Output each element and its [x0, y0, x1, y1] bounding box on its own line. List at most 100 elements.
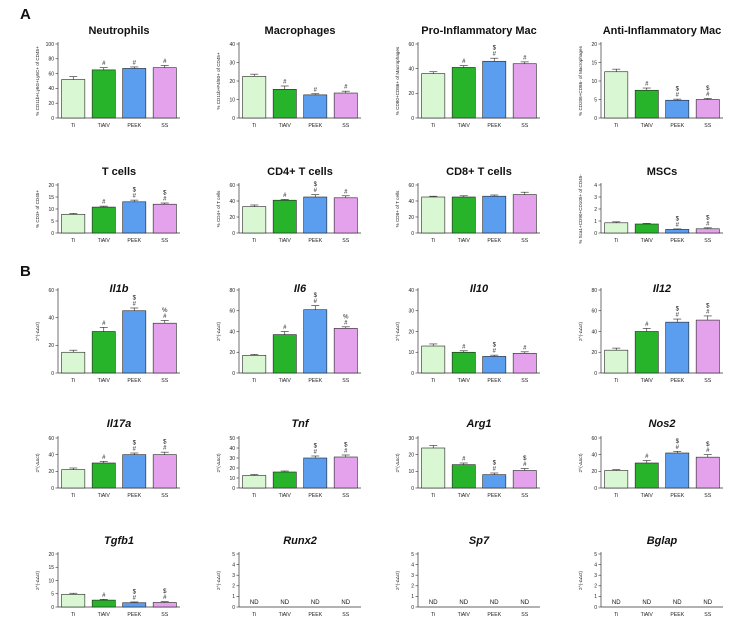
- chart-title: Il6: [294, 283, 307, 295]
- y-tick-label: 1: [594, 219, 597, 225]
- bar-ss: [695, 456, 720, 489]
- y-axis-label: 2^(-ΔΔct): [578, 571, 583, 590]
- significance-mark: $: [314, 293, 318, 299]
- y-tick-label: 20: [48, 469, 54, 475]
- y-tick-label: 20: [48, 343, 54, 349]
- significance-mark: #: [344, 189, 348, 195]
- significance-mark: $: [163, 440, 167, 446]
- x-tick-label: Ti: [614, 238, 618, 244]
- y-tick-label: 5: [594, 552, 597, 558]
- bar-tialv: [91, 206, 116, 234]
- y-tick-label: 15: [48, 195, 54, 201]
- x-tick-label: Ti: [431, 123, 435, 129]
- x-tick-label: SS: [521, 493, 528, 499]
- chart-title: Neutrophils: [88, 25, 149, 37]
- chart-title: Bglap: [647, 535, 678, 547]
- significance-mark: $: [314, 444, 318, 450]
- bar-tialv: [91, 462, 116, 489]
- significance-mark: #: [645, 322, 649, 328]
- x-tick-label: TiAlV: [98, 612, 111, 618]
- x-tick-label: SS: [161, 238, 168, 244]
- x-tick-label: SS: [342, 612, 349, 618]
- significance-mark: $: [676, 439, 680, 445]
- y-tick-label: 0: [594, 605, 597, 611]
- x-tick-label: SS: [342, 123, 349, 129]
- bar-ss: [152, 454, 177, 489]
- y-tick-label: 60: [408, 183, 414, 189]
- bar-peek: [482, 474, 507, 489]
- y-axis-label: 2^(-ΔΔct): [395, 453, 400, 472]
- significance-mark: #: [163, 197, 167, 203]
- y-tick-label: 20: [591, 42, 597, 48]
- y-tick-label: 0: [232, 116, 235, 122]
- chart-title: Tnf: [291, 418, 309, 430]
- significance-mark: $: [163, 589, 167, 595]
- bar-ti: [61, 593, 86, 608]
- x-tick-label: PEEK: [308, 378, 322, 384]
- bar-ss: [512, 352, 537, 374]
- x-tick-label: SS: [521, 612, 528, 618]
- not-detected-label: ND: [703, 600, 712, 606]
- chart-cd8-t-cells: CD8+ T cells 0 20 40 60 % CD8+ of T cells Ti Ti…: [395, 166, 540, 244]
- bar-ss: [333, 328, 358, 374]
- bar-ss: [152, 67, 177, 119]
- bar-peek: [665, 229, 690, 234]
- not-detected-label: ND: [280, 600, 289, 606]
- bar-ti: [61, 469, 86, 489]
- y-tick-label: 20: [591, 350, 597, 356]
- chart-anti-inflammatory-mac: Anti-Inflammatory Mac 0 5 10 15 20 % CD206+CD8…: [578, 25, 723, 129]
- y-tick-label: 3: [232, 573, 235, 579]
- y-tick-label: 1: [594, 594, 597, 600]
- x-tick-label: TiAlV: [279, 123, 292, 129]
- significance-mark: #: [493, 467, 497, 473]
- significance-mark: $: [344, 443, 348, 449]
- x-tick-label: Ti: [431, 378, 435, 384]
- y-axis-label: % CD11b+Ly6G+Ly6C+ of CD45+: [35, 46, 40, 116]
- y-axis-label: 2^(-ΔΔct): [35, 322, 40, 341]
- significance-mark: #: [462, 59, 466, 65]
- chart-macrophages: Macrophages 0 10 20 30 40 % CD11b+F4/80+ of CD…: [216, 25, 361, 129]
- bar-tialv: [634, 223, 659, 234]
- x-tick-label: SS: [342, 378, 349, 384]
- not-detected-label: ND: [612, 600, 621, 606]
- x-tick-label: SS: [704, 123, 711, 129]
- significance-mark: #: [462, 457, 466, 463]
- bar-peek: [665, 321, 690, 374]
- x-tick-label: TiAlV: [279, 612, 292, 618]
- significance-mark: $: [314, 182, 318, 188]
- y-tick-label: 10: [48, 207, 54, 213]
- significance-mark: #: [706, 221, 710, 227]
- y-tick-label: 0: [594, 371, 597, 377]
- x-tick-label: Ti: [431, 493, 435, 499]
- y-tick-label: 1: [411, 594, 414, 600]
- y-tick-label: 60: [48, 436, 54, 442]
- bar-peek: [482, 356, 507, 374]
- x-tick-label: PEEK: [308, 612, 322, 618]
- y-axis-label: 2^(-ΔΔct): [35, 453, 40, 472]
- x-tick-label: SS: [704, 612, 711, 618]
- y-tick-label: 0: [51, 231, 54, 237]
- x-tick-label: Ti: [431, 612, 435, 618]
- y-tick-label: 3: [411, 573, 414, 579]
- significance-mark: #: [344, 85, 348, 91]
- y-tick-label: 20: [408, 91, 414, 97]
- bar-peek: [665, 99, 690, 119]
- not-detected-label: ND: [250, 600, 259, 606]
- significance-mark: $: [523, 456, 527, 462]
- y-axis-label: % CD3+ of CD45+: [35, 190, 40, 228]
- chart-title: Tgfb1: [104, 535, 134, 547]
- x-tick-label: PEEK: [670, 378, 684, 384]
- bar-tialv: [451, 67, 476, 119]
- chart-mscs: MSCs 0 1 2 3 4 % Sca1+CD90+CD105+ of CD45- Ti Ti…: [578, 166, 723, 244]
- bar-ss: [512, 470, 537, 489]
- x-tick-label: TiAlV: [279, 238, 292, 244]
- chart-title: CD8+ T cells: [446, 166, 512, 178]
- significance-mark: $: [706, 442, 710, 448]
- panel-label-b: B: [20, 263, 31, 280]
- x-tick-label: SS: [521, 238, 528, 244]
- y-axis-label: 2^(-ΔΔct): [395, 322, 400, 341]
- bar-peek: [122, 310, 147, 374]
- bar-peek: [122, 454, 147, 489]
